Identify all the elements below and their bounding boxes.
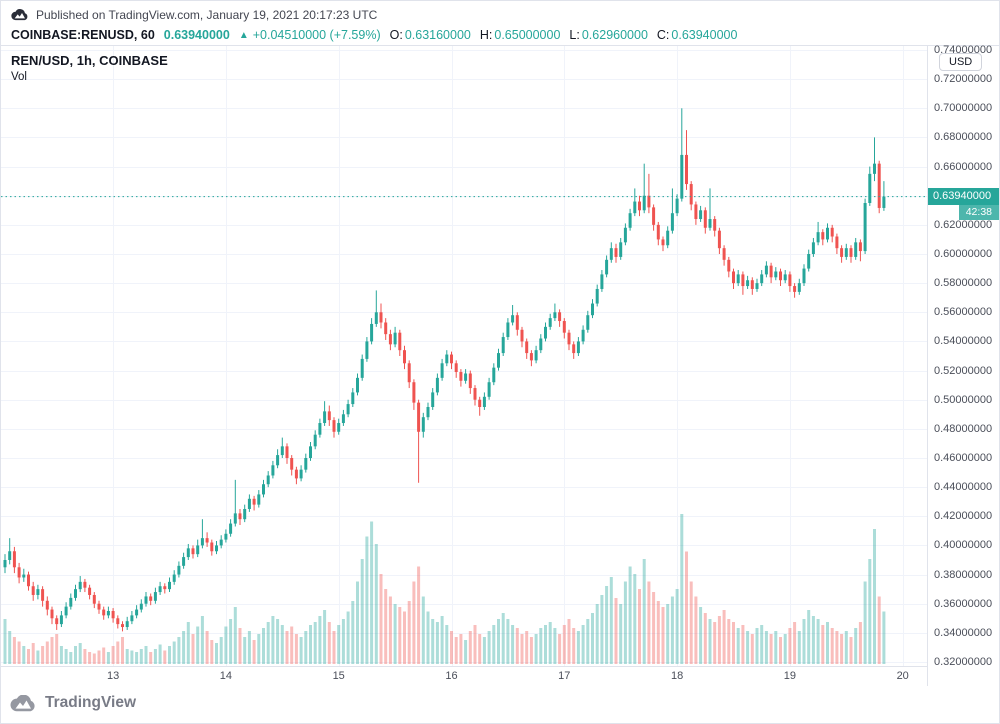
chart-area: 13 14 15 16 17 18 19 20 REN/USD, 1h, COINBASE V… xyxy=(1,44,999,686)
price-axis-label: 0.72000000 xyxy=(934,73,993,86)
high-value: 0.65000000 xyxy=(494,28,561,42)
published-caption: Published on TradingView.com, January 19… xyxy=(36,7,378,22)
high-pair: H: 0.65000000 xyxy=(480,28,561,42)
currency-toggle-button[interactable]: USD xyxy=(939,53,983,71)
symbol-header-row: COINBASE:RENUSD, 60 0.63940000 ▲ +0.0451… xyxy=(1,25,999,45)
grid-layer xyxy=(1,46,927,667)
price-axis-label: 0.60000000 xyxy=(934,248,993,260)
price-axis[interactable]: USD 0.32000000 0.34000000 0.36000000 0.3800… xyxy=(927,44,999,686)
time-axis-label: 14 xyxy=(220,670,232,682)
volume-legend[interactable]: Vol xyxy=(11,71,27,83)
tradingview-footer-logo-icon[interactable] xyxy=(10,694,37,712)
time-axis-label: 13 xyxy=(107,670,119,682)
time-axis-label: 19 xyxy=(784,670,796,682)
price-axis-label: 0.54000000 xyxy=(934,335,993,348)
time-axis-label: 15 xyxy=(333,670,345,682)
time-axis-label: 17 xyxy=(558,670,570,682)
chart-legend[interactable]: REN/USD, 1h, COINBASE xyxy=(11,53,168,68)
close-pair: C: 0.63940000 xyxy=(657,28,738,42)
price-axis-label: 0.52000000 xyxy=(934,364,993,377)
last-price: 0.63940000 xyxy=(163,28,230,42)
time-axis-label: 18 xyxy=(671,670,683,682)
price-axis-label: 0.70000000 xyxy=(934,102,993,115)
change-up-arrow-icon: ▲ xyxy=(238,29,249,41)
high-label: H: xyxy=(479,28,493,42)
low-pair: L: 0.62960000 xyxy=(569,28,647,42)
tradingview-logo-icon xyxy=(11,8,29,21)
current-price-badge: 0.63940000 xyxy=(928,188,999,206)
time-axis: 13 14 15 16 17 18 19 20 xyxy=(107,670,909,682)
bar-countdown-badge: 42:38 xyxy=(958,205,999,221)
open-label: O: xyxy=(389,28,403,42)
time-axis-label: 16 xyxy=(445,670,457,682)
footer-brand-text[interactable]: TradingView xyxy=(45,694,137,711)
time-axis-label: 20 xyxy=(897,670,909,682)
price-axis-label: 0.48000000 xyxy=(934,422,993,435)
symbol-title[interactable]: COINBASE:RENUSD, 60 xyxy=(11,28,155,42)
footer: TradingView xyxy=(1,684,137,722)
price-axis-label: 0.44000000 xyxy=(934,481,993,494)
price-axis-label: 0.56000000 xyxy=(934,306,993,319)
close-value: 0.63940000 xyxy=(671,28,738,42)
low-label: L: xyxy=(569,28,580,42)
price-axis-label: 0.68000000 xyxy=(934,131,993,144)
price-axis-label: 0.58000000 xyxy=(934,277,993,290)
price-axis-label: 0.34000000 xyxy=(934,626,993,639)
open-pair: O: 0.63160000 xyxy=(390,28,471,42)
low-value: 0.62960000 xyxy=(581,28,648,42)
candlestick-chart[interactable]: 13 14 15 16 17 18 19 20 xyxy=(1,46,927,686)
price-axis-label: 0.36000000 xyxy=(934,597,993,610)
price-axis-label: 0.32000000 xyxy=(934,656,993,668)
price-axis-label: 0.38000000 xyxy=(934,568,993,581)
candles-layer xyxy=(3,108,886,632)
price-axis-label: 0.66000000 xyxy=(934,160,993,173)
price-axis-label: 0.62000000 xyxy=(934,218,993,231)
price-axis-label: 0.40000000 xyxy=(934,539,993,552)
published-caption-row: Published on TradingView.com, January 19… xyxy=(1,1,999,25)
price-axis-label: 0.50000000 xyxy=(934,393,993,406)
price-axis-label: 0.42000000 xyxy=(934,510,993,523)
open-value: 0.63160000 xyxy=(404,28,471,42)
change-text: +0.04510000 (+7.59%) xyxy=(252,28,381,42)
price-axis-label: 0.46000000 xyxy=(934,452,993,464)
close-label: C: xyxy=(656,28,670,42)
volume-layer xyxy=(3,514,886,664)
